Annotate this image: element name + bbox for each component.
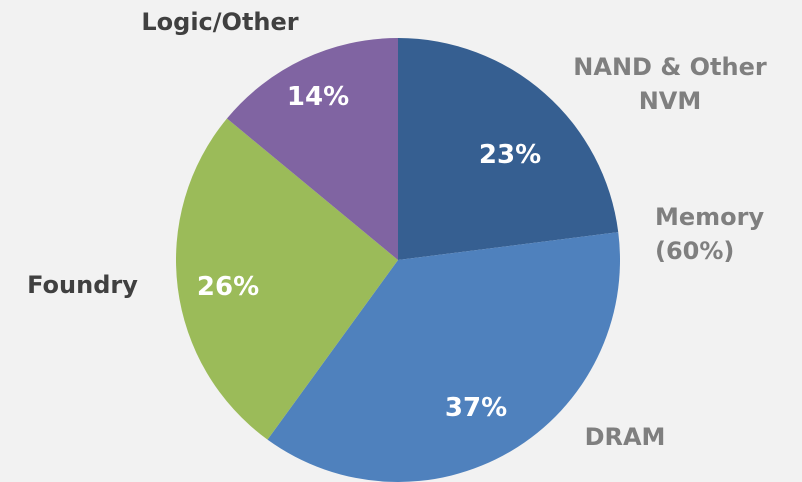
category-label: DRAM (584, 423, 666, 451)
value-label: 14% (286, 82, 350, 112)
pie-slice (267, 232, 620, 482)
value-label: 26% (196, 272, 260, 302)
value-label: 23% (478, 140, 542, 170)
pie-slice (226, 38, 398, 260)
category-label: Logic/Other (141, 8, 299, 36)
category-label: NAND & Other NVM (573, 53, 767, 115)
annotation: Memory (60%) (655, 203, 765, 265)
value-label: 37% (444, 393, 508, 423)
pie-slice (398, 38, 619, 260)
category-label: Foundry (27, 271, 138, 299)
pie-slice (175, 118, 398, 440)
